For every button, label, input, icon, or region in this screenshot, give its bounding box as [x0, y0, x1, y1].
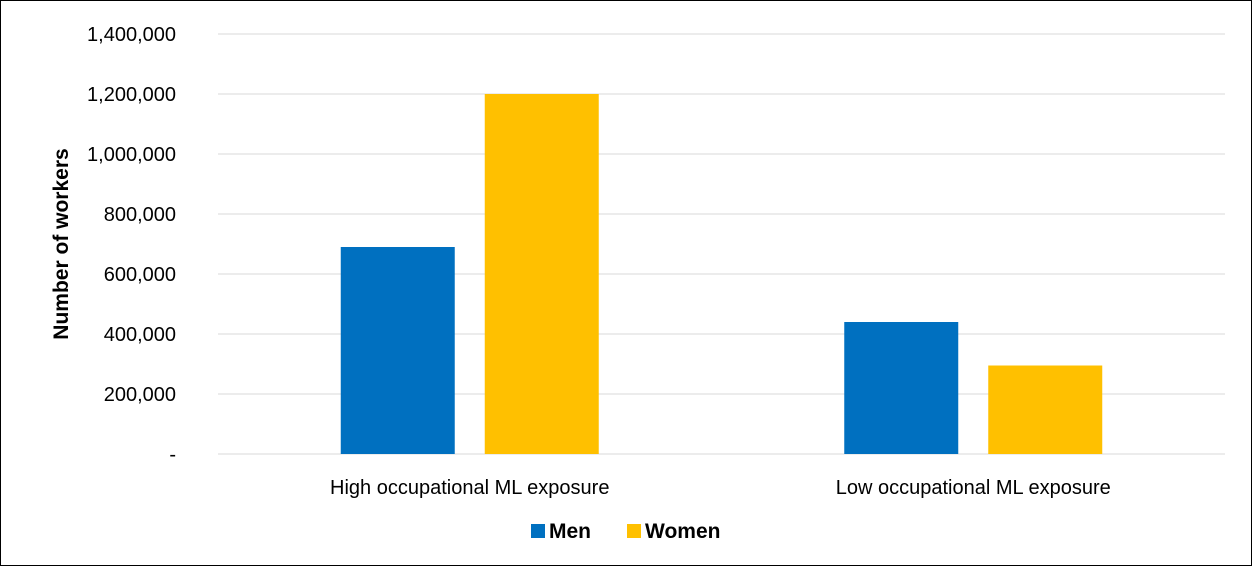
- y-tick-label: -: [169, 444, 176, 466]
- bars: [340, 94, 1103, 454]
- bar-women-0: [484, 94, 599, 454]
- y-tick-label: 1,200,000: [87, 84, 176, 106]
- legend-swatch-men: [531, 524, 545, 538]
- x-tick-label: High occupational ML exposure: [330, 477, 609, 499]
- y-tick-label: 400,000: [104, 324, 176, 346]
- legend-label-women: Women: [645, 520, 720, 543]
- bar-men-1: [844, 322, 959, 454]
- x-axis-tick-labels: High occupational ML exposure Low occupat…: [330, 477, 1111, 499]
- y-tick-label: 1,400,000: [87, 24, 176, 46]
- y-axis-tick-labels: - 200,000 400,000 600,000 800,000 1,000,000 1,…: [87, 24, 176, 466]
- y-tick-label: 200,000: [104, 384, 176, 406]
- x-tick-label: Low occupational ML exposure: [836, 477, 1111, 499]
- legend-swatch-women: [627, 524, 641, 538]
- y-axis-title: Number of workers: [50, 148, 73, 339]
- y-tick-label: 600,000: [104, 264, 176, 286]
- y-tick-label: 1,000,000: [87, 144, 176, 166]
- bar-men-0: [340, 247, 455, 454]
- legend-label-men: Men: [549, 520, 591, 543]
- bar-women-1: [988, 365, 1103, 454]
- legend: Men Women: [531, 520, 720, 543]
- y-tick-label: 800,000: [104, 204, 176, 226]
